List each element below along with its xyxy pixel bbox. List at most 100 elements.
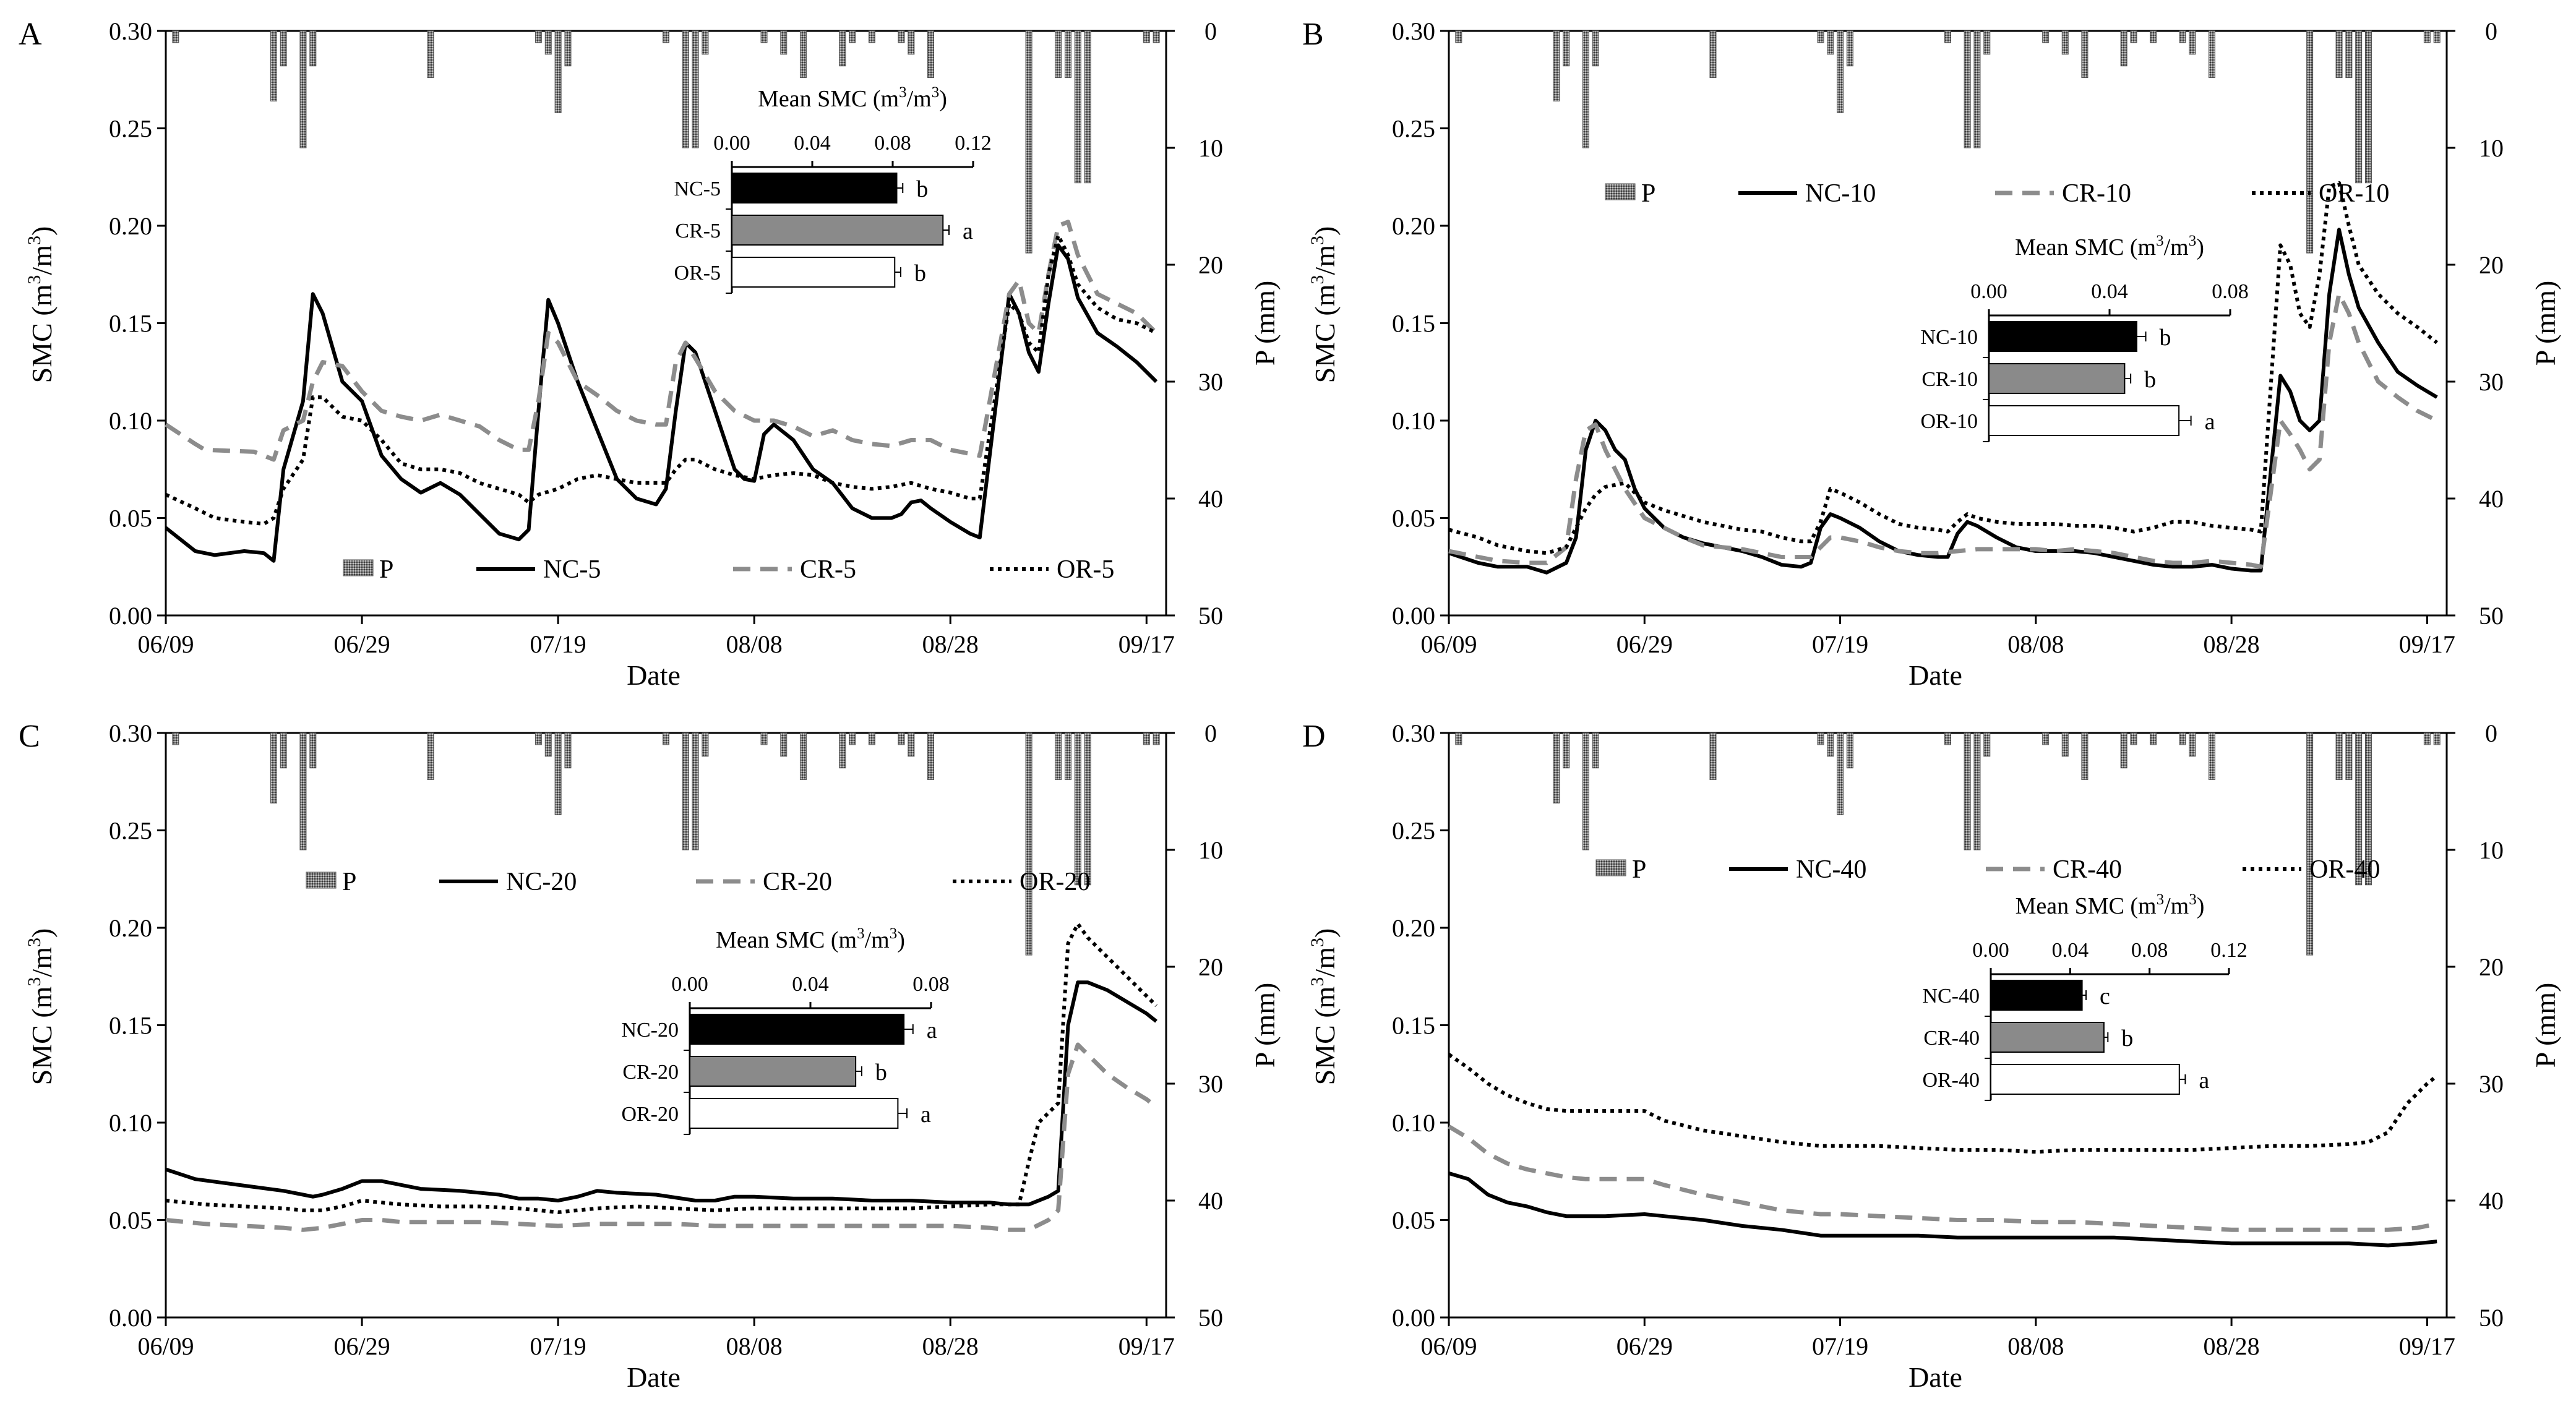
y-axis-title-superscript: 3: [24, 275, 45, 285]
y-tick-label: 0.20: [1392, 212, 1435, 240]
precip-bar: [1143, 30, 1150, 43]
y2-tick-label: 40: [1198, 485, 1223, 513]
y-tick-label: 0.05: [109, 505, 152, 533]
inset-bar-cr-40: [1990, 1022, 2105, 1053]
x-tick-label: 09/17: [2399, 630, 2455, 658]
y2-tick-label: 40: [2479, 1187, 2504, 1215]
precip-bar: [2061, 30, 2069, 55]
legend-label: NC-40: [1796, 855, 1866, 884]
precip-bar: [2208, 30, 2215, 79]
y2-tick-label: 0: [2485, 17, 2497, 45]
y-tick-label: 0.00: [109, 1304, 152, 1332]
y-tick-label: 0.10: [109, 407, 152, 435]
inset-bar-label: OR-20: [621, 1103, 679, 1126]
precip-bar: [2179, 30, 2186, 43]
legend-swatch-p: [343, 559, 374, 576]
y-axis-title-part: SMC (m: [26, 986, 58, 1085]
inset-bar-cr-5: [731, 215, 944, 246]
y-axis-title-part: /m: [26, 947, 58, 977]
inset-x-tick-label: 0.08: [874, 132, 911, 155]
precip-bar: [898, 30, 905, 43]
precip-bar: [1143, 732, 1150, 745]
legend-label: NC-5: [543, 555, 601, 584]
y-tick-label: 0.05: [1392, 505, 1435, 533]
precip-bar: [1064, 30, 1071, 79]
precip-bar: [1074, 732, 1081, 886]
inset-title-part: ): [939, 86, 947, 112]
x-tick-label: 07/19: [530, 1332, 586, 1360]
y-tick-label: 0.10: [1392, 1109, 1435, 1137]
legend-label: P: [1632, 855, 1646, 884]
y-axis-title-superscript: 3: [24, 236, 45, 245]
precip-bar: [868, 732, 875, 745]
legend: P NC-5 CR-5 OR-5: [343, 555, 1114, 584]
panel-label: C: [19, 719, 40, 754]
inset-title-part: /m: [907, 86, 932, 112]
panel-label: A: [19, 17, 42, 52]
precip-bar: [2120, 30, 2127, 67]
series-line-cr-40: [1448, 1124, 2437, 1232]
inset-title: Mean SMC (m3/m3): [758, 84, 947, 112]
precip-bar: [544, 30, 552, 55]
precip-bar: [1944, 30, 1951, 43]
x-tick-label: 08/28: [2204, 630, 2260, 658]
x-tick-label: 06/29: [333, 630, 390, 658]
inset-x-tick-label: 0.00: [1970, 280, 2007, 303]
precip-bar: [172, 30, 179, 43]
precip-bar: [1084, 732, 1091, 886]
inset-significance-letter: a: [2199, 1068, 2209, 1094]
precip-bar: [1817, 30, 1824, 43]
series-line-cr-5: [165, 220, 1158, 462]
inset-bar-or-10: [1988, 405, 2180, 436]
inset-x-tick-label: 0.04: [794, 132, 831, 155]
inset-title-part: ): [897, 927, 905, 953]
precip-bar: [2423, 732, 2431, 745]
precip-bar: [2306, 30, 2314, 254]
precip-bar: [799, 732, 807, 781]
precip-bar: [2335, 30, 2343, 79]
precip-bar: [427, 732, 434, 781]
inset-x-tick-label: 0.04: [2091, 280, 2128, 303]
precip-bar: [2345, 30, 2353, 79]
inset-title-superscript: 3: [890, 925, 898, 942]
precip-bar: [2433, 30, 2441, 43]
series-line-nc-40: [1448, 1171, 2437, 1248]
precip-bar: [554, 30, 562, 113]
x-tick-label: 06/09: [1420, 1332, 1477, 1360]
inset-x-tick-label: 0.04: [2052, 939, 2089, 962]
series-line-cr-20: [165, 1042, 1158, 1232]
precip-bar: [2042, 30, 2050, 43]
precip-bar: [2150, 30, 2157, 43]
panel-label: B: [1302, 17, 1324, 52]
inset-title-part: Mean SMC (m: [2015, 234, 2156, 260]
legend-label: CR-5: [800, 555, 856, 584]
x-tick-label: 06/29: [1616, 630, 1673, 658]
precip-bar: [535, 30, 542, 43]
precip-bar: [898, 732, 905, 745]
precip-bar: [1827, 30, 1834, 55]
precip-bar: [2081, 732, 2089, 781]
legend-label: CR-20: [763, 868, 832, 896]
chart-panel-b: B 0.00 0.05 0.10 0.15 0.20 0.25 0.30 0 10 20 30 40 50…: [1302, 17, 2561, 691]
y-tick-label: 0.20: [109, 914, 152, 942]
precip-bar: [2061, 732, 2069, 757]
precip-bar: [799, 30, 807, 79]
inset-bar-label: CR-10: [1921, 368, 1978, 391]
precip-bar: [663, 30, 669, 43]
inset-significance-letter: a: [921, 1102, 931, 1128]
x-tick-label: 07/19: [530, 630, 586, 658]
precip-bar: [2150, 732, 2157, 745]
precip-bar: [2189, 732, 2196, 757]
precip-bar: [1592, 732, 1599, 769]
precip-bar: [2306, 732, 2314, 956]
precip-bar: [2355, 732, 2363, 886]
y-tick-label: 0.25: [109, 115, 152, 143]
y-axis-title-superscript: 3: [24, 977, 45, 987]
precip-bar: [1153, 30, 1160, 43]
inset-x-tick-label: 0.00: [671, 973, 708, 996]
y-tick-label: 0.00: [109, 602, 152, 630]
precip-bar: [1563, 30, 1570, 67]
y-axis-title-part: SMC (m: [26, 284, 58, 383]
precip-bar: [299, 732, 307, 850]
